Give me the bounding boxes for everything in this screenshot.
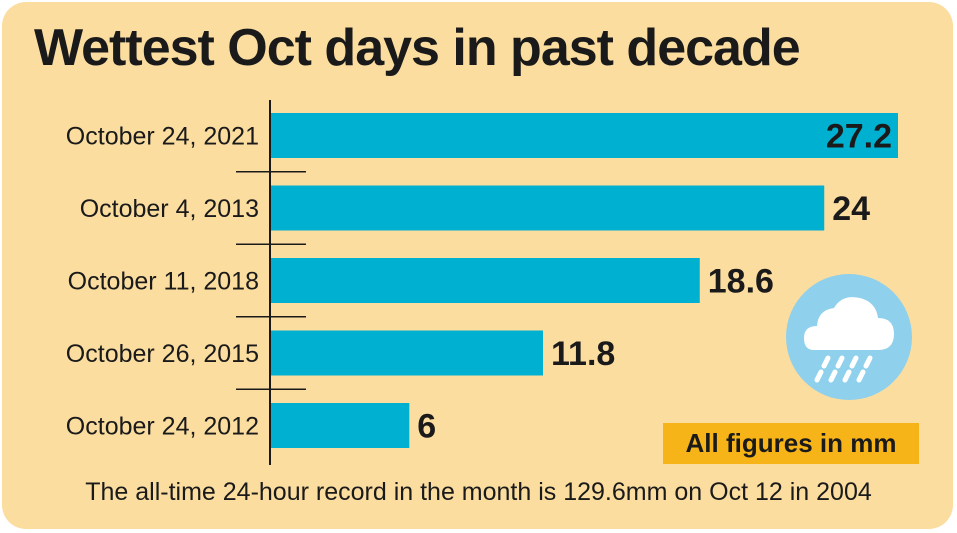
bar	[271, 113, 898, 158]
category-label: October 4, 2013	[80, 195, 259, 223]
bar	[271, 330, 544, 376]
rain-cloud-icon	[786, 274, 912, 400]
value-label: 11.8	[551, 335, 615, 373]
value-label: 18.6	[708, 263, 774, 301]
category-label: October 24, 2021	[66, 123, 259, 151]
value-label: 27.2	[826, 118, 892, 156]
bar	[271, 258, 700, 303]
value-label: 24	[832, 190, 870, 228]
bar	[271, 403, 410, 448]
unit-badge: All figures in mm	[663, 423, 919, 464]
value-label: 6	[417, 408, 436, 446]
chart-title: Wettest Oct days in past decade	[34, 19, 801, 77]
footnote: The all-time 24-hour record in the month…	[85, 478, 872, 506]
bar	[271, 185, 825, 231]
category-label: October 24, 2012	[66, 413, 259, 441]
category-label: October 11, 2018	[68, 268, 259, 296]
category-label: October 26, 2015	[66, 340, 259, 368]
